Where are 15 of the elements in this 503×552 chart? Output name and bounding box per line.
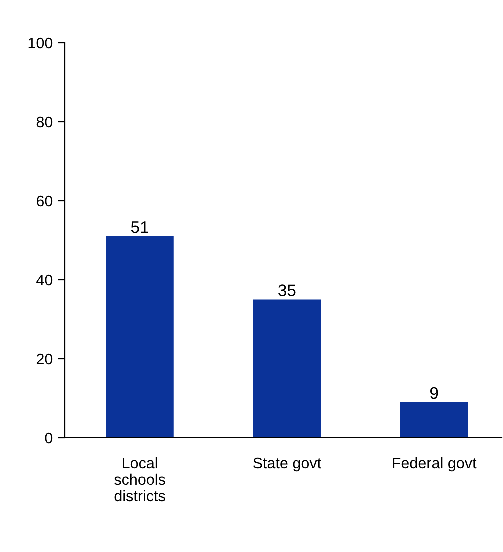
y-tick-label: 100 (28, 38, 53, 49)
x-tick-label: Local schools districts (114, 457, 166, 502)
data-label: 51 (131, 222, 148, 234)
bar (253, 300, 322, 438)
x-tick-label: Federal govt (393, 457, 477, 472)
bar (400, 402, 468, 438)
y-tick-label: 80 (36, 116, 53, 128)
data-label: 9 (430, 387, 438, 400)
x-tick-label: State govt (253, 458, 322, 472)
data-label: 35 (278, 284, 296, 296)
y-tick-label: 20 (36, 354, 53, 365)
y-tick-label: 0 (45, 432, 53, 444)
y-tick-label: 40 (36, 274, 53, 286)
bar (106, 236, 174, 438)
y-tick-label: 60 (36, 196, 53, 207)
